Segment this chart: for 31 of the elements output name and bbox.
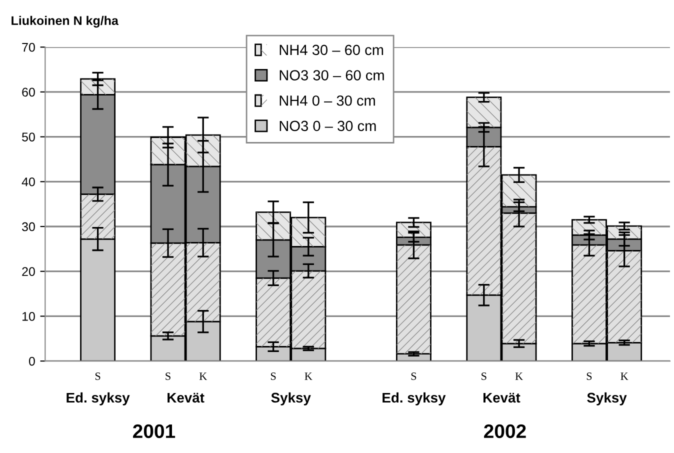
- text: 2001: [133, 424, 176, 438]
- legend-label: NH4 0 – 30 cm: [280, 95, 375, 106]
- text: Kevät: [483, 392, 520, 403]
- y-axis-title: Liukoinen N kg/ha: [12, 16, 119, 28]
- text: Syksy: [271, 392, 311, 406]
- text: 2002: [484, 424, 526, 438]
- x-tick-label: S: [482, 372, 486, 380]
- x-tick-label: S: [586, 372, 592, 380]
- x-tick-label: S: [166, 372, 170, 380]
- y-tick-label: 40: [22, 177, 35, 186]
- y-tick-label: 20: [22, 267, 35, 276]
- x-tick-label: S: [95, 372, 100, 380]
- text: Kevät: [168, 392, 204, 403]
- text: Ed. syksy: [66, 392, 130, 406]
- x-tick-label: S: [270, 372, 276, 380]
- y-tick-label: 70: [22, 42, 35, 52]
- legend-label: NH4 30 – 60 cm: [280, 44, 384, 56]
- y-tick-label: 30: [22, 222, 35, 232]
- legend-label: NO3 0 – 30 cm: [280, 120, 376, 132]
- y-tick-label: 60: [22, 88, 35, 97]
- text: Ed. syksy: [382, 392, 446, 406]
- y-tick-label: 0: [28, 356, 35, 366]
- y-tick-label: 10: [22, 312, 35, 321]
- y-tick-label: 50: [22, 132, 35, 142]
- x-tick-label: S: [411, 372, 416, 380]
- x-tick-label: K: [304, 372, 312, 380]
- x-tick-label: K: [199, 372, 208, 380]
- text: Syksy: [587, 392, 627, 406]
- legend-label: NO3 30 – 60 cm: [280, 70, 384, 80]
- x-tick-label: K: [515, 372, 523, 380]
- x-tick-label: K: [620, 372, 628, 380]
